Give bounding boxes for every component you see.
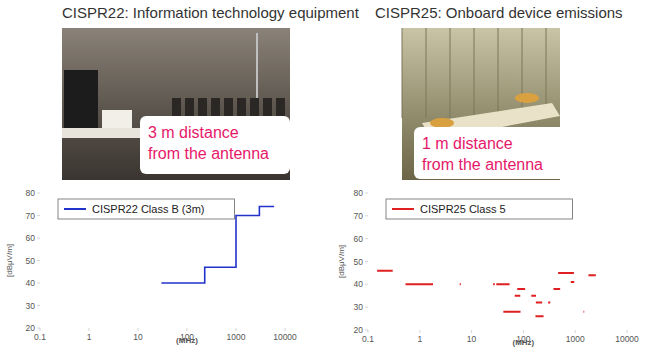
y-tick-label: 40	[354, 279, 364, 289]
legend-swatch	[392, 208, 414, 210]
x-tick	[523, 330, 524, 333]
y-tick	[37, 238, 40, 239]
legend-label: CISPR22 Class B (3m)	[92, 203, 204, 215]
annotation: 3 m distance	[148, 124, 239, 141]
y-tick-label: 30	[354, 302, 364, 312]
legend-swatch	[64, 208, 86, 210]
annotation: from the antenna	[422, 156, 543, 173]
x-tick	[368, 330, 369, 333]
photo-background	[62, 28, 290, 180]
y-tick	[37, 215, 40, 216]
series-line	[377, 271, 596, 317]
caption-box	[414, 127, 592, 179]
annotation: from the antenna	[148, 145, 269, 162]
x-tick	[419, 330, 420, 333]
x-axis-label: (MHz)	[176, 336, 198, 345]
photo-background	[402, 28, 560, 180]
caption-box	[140, 116, 290, 174]
x-tick	[285, 328, 286, 331]
legend-box	[386, 199, 572, 219]
x-tick	[89, 328, 90, 331]
x-tick-label: 10	[467, 334, 477, 344]
x-tick	[471, 330, 472, 333]
y-tick	[37, 283, 40, 284]
x-tick-label: 10000	[615, 334, 639, 344]
y-tick-label: 50	[26, 256, 36, 266]
wall-seam	[522, 28, 523, 118]
title: CISPR22: Information technology equipmen…	[62, 4, 360, 21]
y-tick-label: 50	[354, 257, 364, 267]
y-tick-label: 70	[354, 211, 364, 221]
x-tick-label: 1	[417, 334, 422, 344]
y-tick	[365, 261, 368, 262]
wall-seam	[402, 28, 403, 118]
y-tick-label: 70	[26, 211, 36, 221]
page: CISPR22: Information technology equipmen…	[0, 0, 670, 359]
y-tick-label: 60	[26, 233, 36, 243]
photo	[62, 28, 290, 180]
y-tick-label: 80	[354, 188, 364, 198]
y-tick	[365, 284, 368, 285]
y-tick	[37, 260, 40, 261]
x-tick-label: 0.1	[34, 332, 46, 342]
wall-seam	[426, 28, 427, 118]
wall-seam	[450, 28, 451, 118]
y-tick	[37, 305, 40, 306]
wall-seam	[498, 28, 499, 118]
y-tick	[37, 328, 40, 329]
y-axis-label: [dBμV/m]	[337, 245, 346, 278]
axes: 203040506070800.1110100100010000(MHz)[dB…	[337, 188, 639, 347]
x-tick	[575, 330, 576, 333]
x-tick-label: 10	[133, 332, 143, 342]
y-tick-label: 80	[26, 188, 36, 198]
ground-plane-disc	[430, 118, 454, 128]
annotation: 1 m distance	[422, 135, 513, 152]
x-axis-label: (MHz)	[513, 338, 535, 347]
photo	[402, 28, 560, 180]
ground-plane-disc	[515, 93, 539, 103]
plot-area	[377, 271, 596, 317]
x-tick	[236, 328, 237, 331]
legend-label: CISPR25 Class 5	[420, 203, 506, 215]
y-tick	[365, 307, 368, 308]
x-tick-label: 1000	[227, 332, 246, 342]
y-tick-label: 30	[26, 301, 36, 311]
x-tick-label: 10000	[273, 332, 297, 342]
pc	[64, 70, 98, 128]
y-tick-label: 40	[26, 278, 36, 288]
axes: 203040506070800.1110100100010000(MHz)[dB…	[5, 188, 297, 345]
device	[102, 110, 132, 128]
x-tick-label: 0.1	[362, 334, 374, 344]
x-tick-label: 1	[87, 332, 92, 342]
legend-box	[58, 199, 234, 219]
y-axis-label: [dBμV/m]	[5, 244, 14, 277]
x-tick	[40, 328, 41, 331]
y-tick	[365, 193, 368, 194]
wall-seam	[474, 28, 475, 118]
legend: CISPR25 Class 5	[386, 199, 572, 219]
x-tick-label: 1000	[566, 334, 585, 344]
x-tick	[187, 328, 188, 331]
title: CISPR25: Onboard device emissions	[375, 4, 623, 21]
x-tick	[138, 328, 139, 331]
y-tick	[37, 193, 40, 194]
y-tick	[365, 215, 368, 216]
antenna-mast	[256, 33, 258, 98]
y-tick	[365, 238, 368, 239]
y-tick-label: 60	[354, 234, 364, 244]
x-tick	[627, 330, 628, 333]
y-tick	[365, 330, 368, 331]
legend: CISPR22 Class B (3m)	[58, 199, 234, 219]
